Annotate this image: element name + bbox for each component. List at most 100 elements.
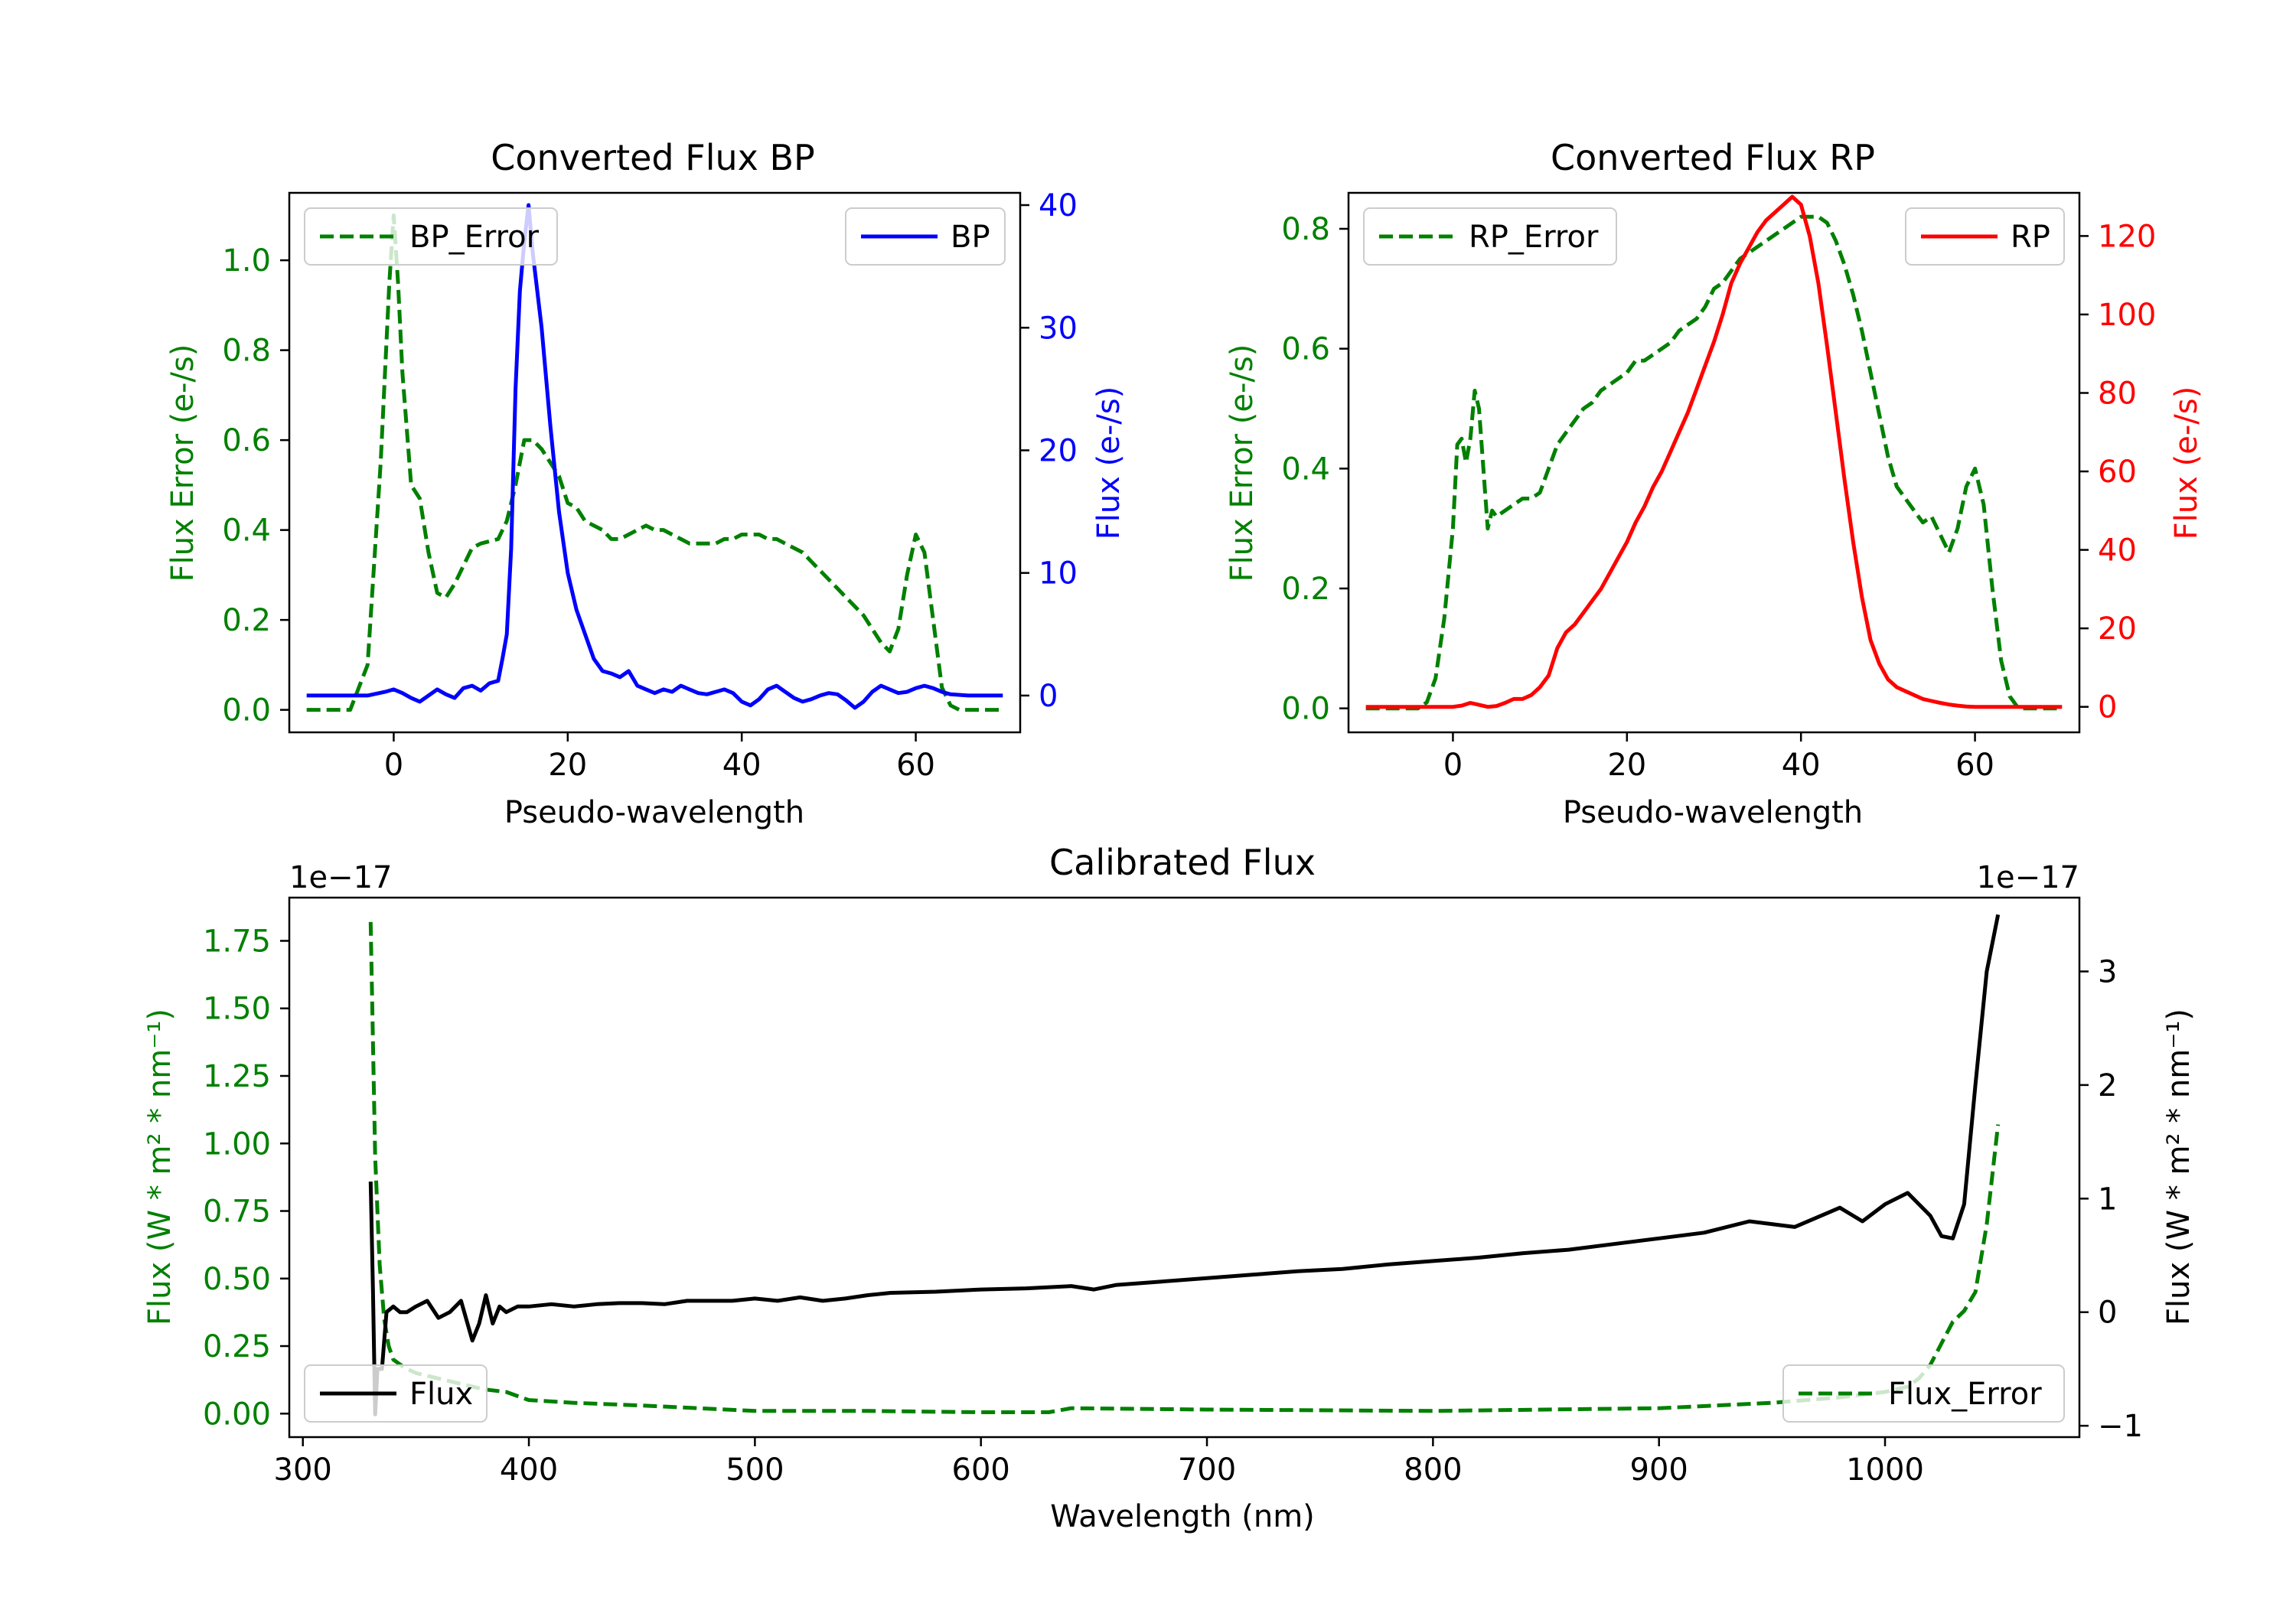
- rp-legend[interactable]: RP: [1905, 207, 2065, 266]
- rp-right-tick-label: 40: [2098, 533, 2137, 569]
- bp-right-axis-label: Flux (e-/s): [1091, 386, 1127, 539]
- bp-error-legend[interactable]: BP_Error: [304, 207, 558, 266]
- calibrated-x-axis: 300 400 500 600 700 800 900 1000: [274, 1437, 1924, 1488]
- calibrated-left-tick-label: 0.25: [203, 1329, 271, 1364]
- bp-x-tick-label: 40: [722, 748, 762, 783]
- rp-left-tick-label: 0.0: [1281, 692, 1330, 727]
- calibrated-right-tick-label: 3: [2098, 954, 2117, 989]
- flux-error-legend-label: Flux_Error: [1888, 1377, 2042, 1412]
- calibrated-right-tick-label: −1: [2098, 1409, 2143, 1444]
- calibrated-left-offset: 1e−17: [289, 860, 392, 895]
- rp-right-tick-label: 100: [2098, 298, 2156, 333]
- bp-right-tick-label: 40: [1039, 188, 1078, 223]
- calibrated-plot-frame: [288, 896, 2081, 1439]
- bp-x-axis: 0 20 40 60: [384, 732, 935, 783]
- rp-left-tick-label: 0.8: [1281, 212, 1330, 247]
- bp-legend-label: BP: [951, 220, 990, 255]
- calibrated-left-tick-label: 0.75: [203, 1195, 271, 1230]
- rp-plot-frame: [1347, 191, 2081, 734]
- calibrated-left-tick-label: 1.25: [203, 1059, 271, 1094]
- bp-left-axis-label: Flux Error (e-/s): [165, 344, 201, 582]
- bp-legend[interactable]: BP: [845, 207, 1006, 266]
- bp-x-tick-label: 0: [384, 748, 403, 783]
- bp-chart: Converted Flux BP 0 20 40 60 0.00.20.40.60.…: [165, 137, 1127, 830]
- rp-series-lines: [1365, 194, 2063, 711]
- rp-chart: Converted Flux RP 0 20 40 60 0.00.20.40.60.…: [1225, 137, 2204, 830]
- calibrated-right-axis: −1 0 1 2 3: [2079, 954, 2143, 1444]
- bp-right-tick-label: 20: [1039, 433, 1078, 468]
- calibrated-x-tick-label: 400: [500, 1452, 558, 1488]
- calibrated-left-tick-label: 0.50: [203, 1262, 271, 1297]
- rp-right-tick-label: 120: [2098, 219, 2156, 254]
- rp-x-tick-label: 40: [1782, 748, 1821, 783]
- calibrated-right-axis-label: Flux (W * m² * nm⁻¹): [2161, 1009, 2197, 1325]
- bp-right-axis: 0 10 20 30 40: [1020, 188, 1078, 714]
- flux-legend[interactable]: Flux: [304, 1364, 488, 1423]
- bp-left-tick-label: 0.4: [222, 513, 271, 549]
- bp-error-legend-label: BP_Error: [409, 220, 540, 255]
- calibrated-x-tick-label: 900: [1630, 1452, 1688, 1488]
- bp-series-lines: [306, 203, 1003, 712]
- rp-rp-line: [1365, 194, 2063, 709]
- calibrated-x-tick-label: 300: [274, 1452, 332, 1488]
- rp-x-axis: 0 20 40 60: [1443, 732, 1994, 783]
- bp-plot-frame: [288, 191, 1022, 734]
- rp-x-tick-label: 0: [1443, 748, 1463, 783]
- flux-error-legend-box: [1782, 1364, 2065, 1423]
- rp-left-tick-label: 0.2: [1281, 572, 1330, 607]
- rp-error-legend[interactable]: RP_Error: [1363, 207, 1617, 266]
- rp-x-tick-label: 20: [1607, 748, 1646, 783]
- rp-error-legend-label: RP_Error: [1469, 220, 1599, 255]
- flux-legend-label: Flux: [409, 1377, 473, 1412]
- rp-left-axis: 0.0 0.2 0.4 0.6 0.8: [1281, 212, 1349, 727]
- bp-bp-error-line: [306, 213, 1003, 712]
- rp-chart-title: Converted Flux RP: [1551, 137, 1875, 178]
- rp-right-tick-label: 80: [2098, 376, 2137, 411]
- calibrated-left-tick-label: 1.75: [203, 924, 271, 959]
- bp-left-tick-label: 0.2: [222, 603, 271, 638]
- rp-right-tick-label: 60: [2098, 455, 2137, 490]
- bp-left-tick-label: 0.0: [222, 693, 271, 729]
- bp-left-tick-label: 1.0: [222, 243, 271, 279]
- bp-right-tick-label: 0: [1039, 679, 1058, 714]
- calibrated-right-offset: 1e−17: [1977, 860, 2079, 895]
- bp-x-tick-label: 60: [896, 748, 935, 783]
- rp-left-tick-label: 0.6: [1281, 332, 1330, 367]
- rp-right-tick-label: 0: [2098, 690, 2117, 725]
- rp-x-tick-label: 60: [1955, 748, 1994, 783]
- rp-left-tick-label: 0.4: [1281, 451, 1330, 487]
- flux-error-legend[interactable]: Flux_Error: [1782, 1364, 2065, 1423]
- bp-x-tick-label: 20: [548, 748, 587, 783]
- bp-right-tick-label: 10: [1039, 556, 1078, 592]
- calibrated-chart-title: Calibrated Flux: [1049, 842, 1316, 883]
- calibrated-x-tick-label: 600: [952, 1452, 1010, 1488]
- calibrated-left-axis-label: Flux (W * m² * nm⁻¹): [142, 1009, 178, 1325]
- rp-error-legend-box: [1363, 207, 1617, 266]
- bp-left-tick-label: 0.6: [222, 423, 271, 458]
- bp-error-legend-box: [304, 207, 558, 266]
- calibrated-chart: Calibrated Flux 300 400 500 600 700 800 900 100…: [142, 842, 2197, 1534]
- calibrated-x-axis-label: Wavelength (nm): [1050, 1499, 1315, 1534]
- rp-legend-label: RP: [2011, 220, 2050, 255]
- calibrated-right-tick-label: 2: [2098, 1068, 2117, 1103]
- rp-right-tick-label: 20: [2098, 611, 2137, 647]
- calibrated-x-tick-label: 800: [1404, 1452, 1462, 1488]
- calibrated-left-tick-label: 1.00: [203, 1126, 271, 1162]
- bp-chart-title: Converted Flux BP: [491, 137, 815, 178]
- rp-left-axis-label: Flux Error (e-/s): [1225, 344, 1260, 582]
- calibrated-x-tick-label: 500: [726, 1452, 784, 1488]
- calibrated-left-tick-label: 1.50: [203, 992, 271, 1027]
- calibrated-left-tick-label: 0.00: [203, 1397, 271, 1432]
- calibrated-right-tick-label: 0: [2098, 1296, 2117, 1331]
- rp-rp-error-line: [1365, 214, 2063, 711]
- bp-left-axis: 0.0 0.2 0.4 0.6 0.8 1.0: [222, 243, 289, 729]
- rp-x-axis-label: Pseudo-wavelength: [1563, 795, 1863, 830]
- bp-right-tick-label: 30: [1039, 311, 1078, 346]
- rp-right-axis-label: Flux (e-/s): [2169, 386, 2204, 539]
- calibrated-flux-line: [368, 914, 2001, 1416]
- bp-x-axis-label: Pseudo-wavelength: [504, 795, 804, 830]
- calibrated-left-axis: 0.00 0.25 0.50 0.75 1.00 1.25 1.50 1.75: [203, 924, 289, 1432]
- bp-left-tick-label: 0.8: [222, 334, 271, 369]
- rp-right-axis: 0 20 40 60 80 100 120: [2079, 219, 2156, 725]
